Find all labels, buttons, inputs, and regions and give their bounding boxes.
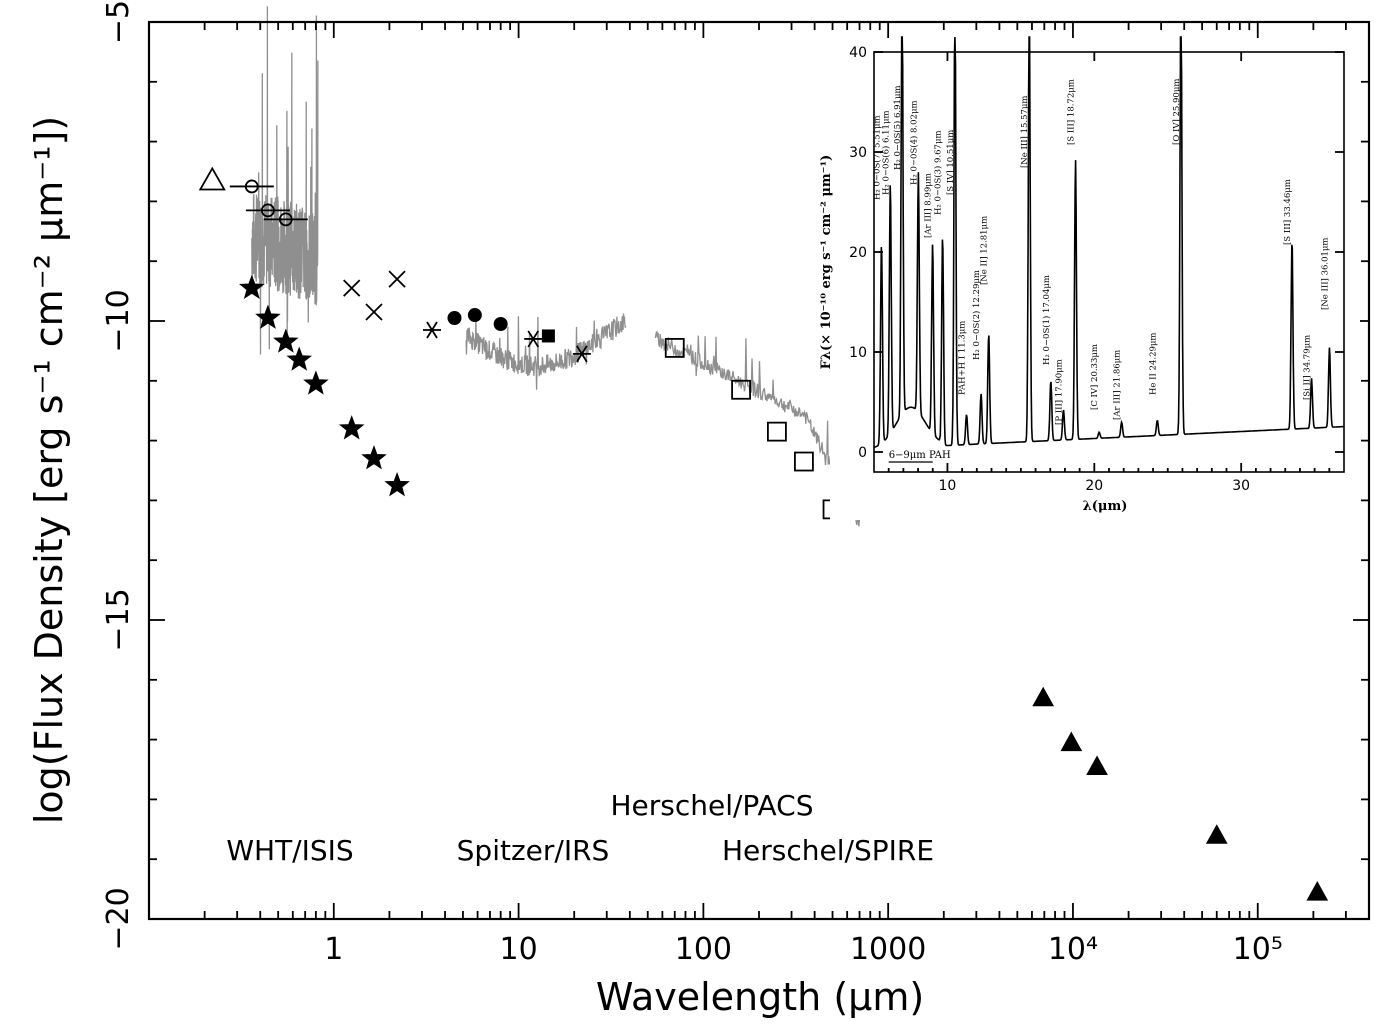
inset-y-tick-label: 30: [849, 145, 867, 161]
y-tick-label: −15: [101, 588, 136, 651]
y-tick-label: −10: [101, 289, 136, 352]
far-ir-spectrum: [654, 330, 861, 527]
spectral-line-label: [S III] 18.72μm: [1067, 79, 1077, 145]
inset-y-tick-label: 20: [849, 245, 867, 261]
x-tick-label: 10⁴: [1048, 932, 1098, 967]
asterisk-marker: [524, 330, 543, 348]
spectral-line-label: [S III] 33.46μm: [1283, 179, 1293, 245]
filled-circle-marker: [447, 311, 462, 326]
ir-spectrum: [465, 313, 627, 390]
open-square-marker: [767, 421, 787, 442]
filled-star-marker: [273, 328, 299, 353]
asterisk-marker: [423, 321, 442, 339]
open-triangle-marker: [198, 166, 226, 191]
main-axis-ticks: 1 10 100 1000 10⁴ 10⁵−5−10−15−20: [101, 0, 1370, 967]
inset-x-tick-label: 10: [939, 478, 957, 494]
open-square-marker: [664, 338, 685, 358]
y-tick-label: −5: [101, 0, 136, 44]
inset-x-axis-label: λ(μm): [1083, 499, 1128, 514]
main-x-axis-label: Wavelength (μm): [596, 975, 924, 1019]
filled-triangle-marker: [1205, 824, 1228, 844]
x-tick-label: 100: [675, 932, 732, 967]
spectral-line-label: [Ar III] 8.99μm: [924, 173, 934, 238]
filled-triangle-marker: [1086, 755, 1108, 776]
main-y-axis-label: log(Flux Density [erg s⁻¹ cm⁻² μm⁻¹]): [27, 116, 71, 824]
asterisk-marker: [572, 345, 591, 363]
inset-y-axis-label: Fλ(× 10⁻¹⁰ erg s⁻¹ cm⁻² μm⁻¹): [819, 155, 834, 370]
x-tick-label: 1: [324, 932, 343, 967]
spectral-line-label: [Ar III] 21.86μm: [1113, 350, 1123, 420]
spectral-line-label: [Si II] 34.79μm: [1303, 335, 1313, 400]
spectral-line-label: [P III] 17.90μm: [1054, 359, 1064, 425]
inset-background: [830, 50, 1360, 520]
spectral-line-label: H₂ 0−0S(6) 6.11μm: [880, 110, 891, 195]
observed-spectra: [251, 6, 861, 527]
x-tick-label: 10: [499, 932, 537, 967]
filled-star-marker: [303, 370, 329, 395]
spectral-line-label: [Ne III] 15.57μm: [1020, 96, 1030, 169]
spectral-line-label: H₂ 0−0S(5) 6.91μm: [892, 85, 903, 170]
inset-y-tick-label: 0: [858, 445, 867, 461]
filled-star-marker: [361, 445, 387, 470]
spectral-line-label: [S IV] 10.51μm: [946, 130, 956, 195]
inset-x-tick-label: 20: [1085, 478, 1103, 494]
spectral-line-label: [Ne III] 36.01μm: [1320, 238, 1330, 311]
filled-star-marker: [255, 304, 281, 329]
filled-triangle-marker: [1060, 731, 1083, 752]
spectral-line-label: He II 24.29μm: [1148, 333, 1158, 395]
inset-x-tick-label: 30: [1232, 478, 1250, 494]
inset-y-tick-label: 40: [849, 45, 867, 61]
pah-range-label: 6−9μm PAH: [889, 450, 951, 461]
instrument-label-pacs: Herschel/PACS: [610, 789, 813, 822]
spectral-line-label: [C IV] 20.33μm: [1090, 344, 1100, 410]
filled-square-marker: [541, 329, 555, 343]
filled-triangle-marker: [1032, 686, 1055, 707]
instrument-label-spire: Herschel/SPIRE: [722, 834, 934, 867]
cross-marker: [365, 303, 383, 321]
instrument-label-wht: WHT/ISIS: [226, 834, 353, 867]
inset-axis-ticks: 10 20 30 0 10 20 30 40: [849, 45, 1344, 494]
spectral-line-label: [O IV] 25.90μm: [1172, 79, 1182, 145]
filled-star-marker: [239, 274, 265, 299]
spectral-line-label: H₂ 0−0S(1) 17.04μm: [1041, 275, 1052, 365]
filled-triangle-marker: [1306, 881, 1329, 901]
filled-circle-marker: [493, 316, 508, 331]
inset-spectrum-line: [873, 36, 1344, 449]
optical-spectrum: [251, 6, 319, 355]
cross-marker: [343, 279, 361, 297]
filled-star-marker: [338, 415, 365, 440]
instrument-label-irs: Spitzer/IRS: [457, 834, 610, 867]
spectral-line-label: PAH+H I 11.3μm: [958, 321, 968, 395]
spectral-line-label: H₂ 0−0S(3) 9.67μm: [933, 130, 944, 215]
spectral-line-label: [Ne II] 12.81μm: [980, 216, 990, 285]
photometry-markers: [198, 166, 1329, 901]
spectral-line-label: H₂ 0−0S(7) 5.51μm: [871, 115, 882, 200]
open-square-marker: [794, 451, 814, 472]
cross-marker: [388, 270, 406, 288]
filled-circle-marker: [467, 308, 482, 323]
inset-y-tick-label: 10: [849, 345, 867, 361]
filled-star-marker: [384, 471, 410, 497]
x-tick-label: 1000: [850, 932, 926, 967]
filled-star-marker: [286, 346, 312, 371]
y-tick-label: −20: [101, 887, 136, 950]
spectral-line-label: H₂ 0−0S(2) 12.29μm: [971, 270, 982, 360]
open-square-marker: [731, 379, 751, 400]
x-tick-label: 10⁵: [1233, 932, 1283, 967]
spectral-line-label: H₂ 0−0S(4) 8.02μm: [908, 100, 919, 185]
